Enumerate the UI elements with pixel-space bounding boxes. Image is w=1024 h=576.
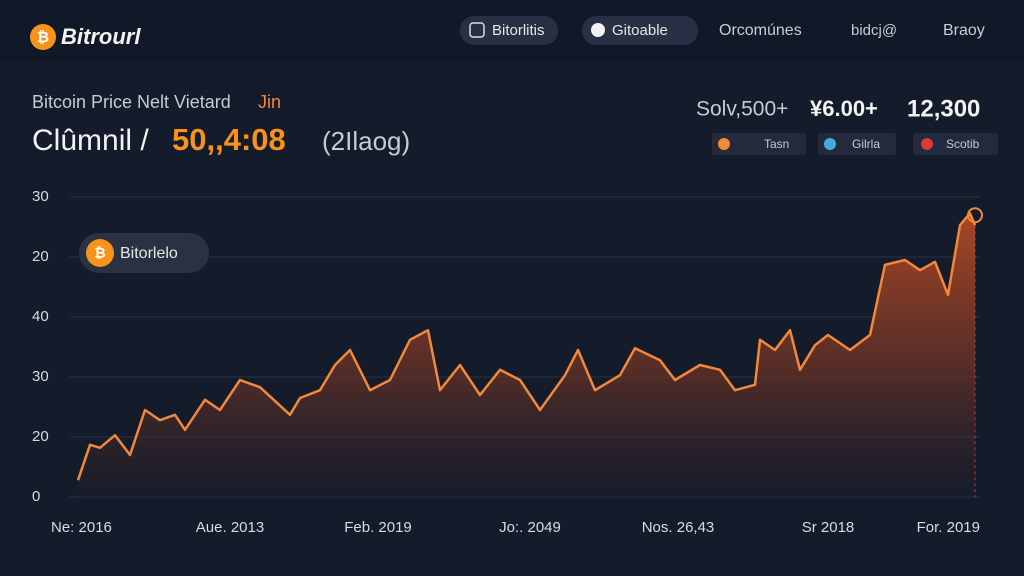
logo-icon[interactable] (30, 24, 56, 50)
price-label: Clûmnil / (32, 124, 149, 157)
nav-pill[interactable] (460, 16, 558, 45)
y-tick-label: 40 (32, 308, 49, 325)
stat: ¥6.00+ (810, 96, 878, 121)
legend-dot (824, 138, 836, 150)
y-tick-label: 20 (32, 428, 49, 445)
subtitle: Bitcoin Price Nelt Vietard (32, 92, 231, 112)
pill-label[interactable]: Tasn (764, 137, 789, 151)
subtitle-accent: Jin (258, 92, 281, 112)
end-marker (967, 207, 983, 224)
badge-label: Bitorlelo (120, 245, 178, 262)
pill-label[interactable]: Scotib (946, 137, 980, 151)
logo-icon-glyph: ₿ (37, 29, 49, 46)
stat: Solv,500+ (696, 98, 788, 121)
nav-icon (591, 23, 605, 37)
y-tick-label: 30 (32, 188, 49, 205)
nav-pill[interactable] (582, 16, 698, 45)
price: 50,,4:08 (172, 122, 286, 157)
chart: 0 20 30 40 20 30 Ne: 2016 Aue. 2013 Feb. 2019 Jo:… (32, 188, 983, 536)
nav-item[interactable]: Braoy (943, 22, 985, 39)
legend-dot (921, 138, 933, 150)
stat: 12,300 (907, 95, 980, 122)
badge (79, 233, 209, 273)
x-tick-label: Aue. 2013 (196, 519, 264, 536)
nav-item[interactable]: Orcomúnes (719, 22, 802, 39)
legend-dot (718, 138, 730, 150)
price-line (76, 211, 977, 481)
legend-pill[interactable] (818, 133, 896, 155)
nav-item[interactable]: Bitorlitis (492, 22, 545, 39)
y-tick-label: 30 (32, 368, 49, 385)
x-tick-label: Feb. 2019 (344, 519, 412, 536)
pill-label[interactable]: Gilrla (852, 137, 880, 151)
nav-icon (469, 22, 485, 38)
x-tick-label: For. 2019 (917, 519, 980, 536)
legend-pill[interactable] (712, 133, 806, 155)
logo-text[interactable]: Bitrourl (61, 24, 141, 49)
y-tick-label: 20 (32, 248, 49, 265)
x-tick-label: Sr 2018 (802, 519, 855, 536)
x-tick-label: Nos. 26,43 (642, 519, 715, 536)
nav-item[interactable]: Gitoable (612, 22, 668, 39)
price-note: (2Ilaog) (322, 126, 410, 156)
y-tick-label: 0 (32, 488, 40, 505)
legend-pill[interactable] (913, 133, 998, 155)
badge-glyph: ₿ (94, 245, 105, 261)
x-tick-label: Jo:. 2049 (499, 519, 561, 536)
badge-icon (86, 239, 114, 267)
x-tick-label: Ne: 2016 (51, 519, 112, 536)
nav-item[interactable]: bidcj@ (851, 22, 897, 39)
area (78, 213, 975, 497)
